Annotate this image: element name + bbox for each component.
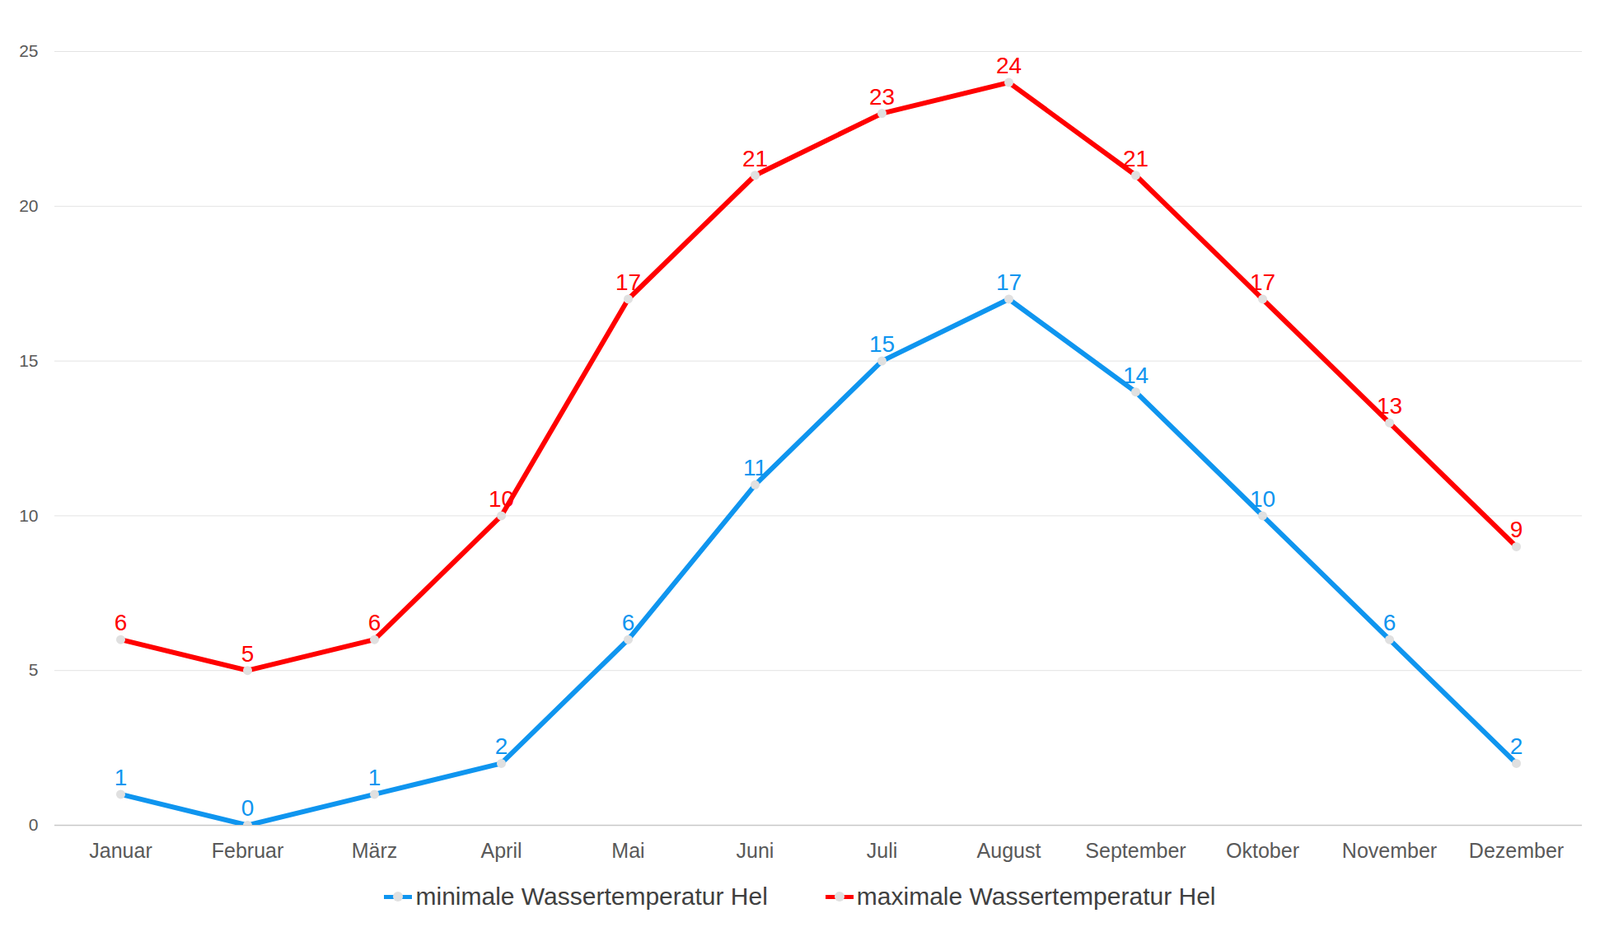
svg-text:17: 17 bbox=[996, 269, 1022, 295]
svg-text:21: 21 bbox=[742, 145, 768, 172]
svg-text:5: 5 bbox=[28, 659, 39, 679]
svg-text:Dezember: Dezember bbox=[1469, 838, 1564, 862]
svg-text:März: März bbox=[351, 838, 398, 862]
html-text:maximale Wassertemperatur Hel: maximale Wassertemperatur Hel bbox=[856, 882, 1216, 910]
svg-text:10: 10 bbox=[488, 486, 515, 512]
html-text:minimale Wassertemperatur Hel: minimale Wassertemperatur Hel bbox=[415, 882, 768, 910]
svg-text:2: 2 bbox=[1510, 733, 1524, 759]
svg-text:14: 14 bbox=[1122, 362, 1149, 389]
svg-text:Oktober: Oktober bbox=[1225, 838, 1300, 862]
svg-text:20: 20 bbox=[18, 196, 38, 216]
svg-text:September: September bbox=[1085, 838, 1186, 862]
svg-text:April: April bbox=[480, 838, 522, 862]
svg-text:0: 0 bbox=[28, 814, 39, 834]
svg-text:11: 11 bbox=[743, 454, 768, 481]
svg-text:Mai: Mai bbox=[611, 838, 645, 862]
svg-text:Februar: Februar bbox=[211, 838, 285, 862]
svg-text:13: 13 bbox=[1376, 392, 1403, 419]
svg-text:Juni: Juni bbox=[736, 838, 775, 862]
svg-text:24: 24 bbox=[996, 52, 1022, 79]
svg-text:6: 6 bbox=[368, 609, 382, 636]
svg-text:Juli: Juli bbox=[866, 838, 899, 862]
svg-text:0: 0 bbox=[241, 795, 255, 821]
svg-text:6: 6 bbox=[114, 609, 128, 636]
svg-text:August: August bbox=[977, 838, 1042, 862]
svg-text:November: November bbox=[1342, 838, 1437, 862]
svg-text:25: 25 bbox=[18, 41, 38, 61]
svg-text:1: 1 bbox=[368, 764, 382, 791]
svg-text:15: 15 bbox=[18, 350, 38, 370]
svg-text:10: 10 bbox=[18, 505, 38, 525]
svg-text:2: 2 bbox=[495, 733, 509, 759]
svg-text:1: 1 bbox=[114, 764, 128, 791]
svg-text:6: 6 bbox=[1383, 609, 1397, 636]
svg-text:6: 6 bbox=[622, 609, 636, 636]
svg-text:17: 17 bbox=[615, 269, 641, 295]
svg-text:21: 21 bbox=[1122, 145, 1149, 172]
svg-text:10: 10 bbox=[1249, 486, 1276, 512]
svg-text:15: 15 bbox=[869, 331, 895, 357]
svg-text:5: 5 bbox=[241, 640, 255, 667]
svg-text:Januar: Januar bbox=[88, 838, 152, 862]
svg-text:23: 23 bbox=[869, 84, 895, 110]
svg-text:17: 17 bbox=[1249, 269, 1276, 295]
svg-text:9: 9 bbox=[1510, 516, 1524, 543]
